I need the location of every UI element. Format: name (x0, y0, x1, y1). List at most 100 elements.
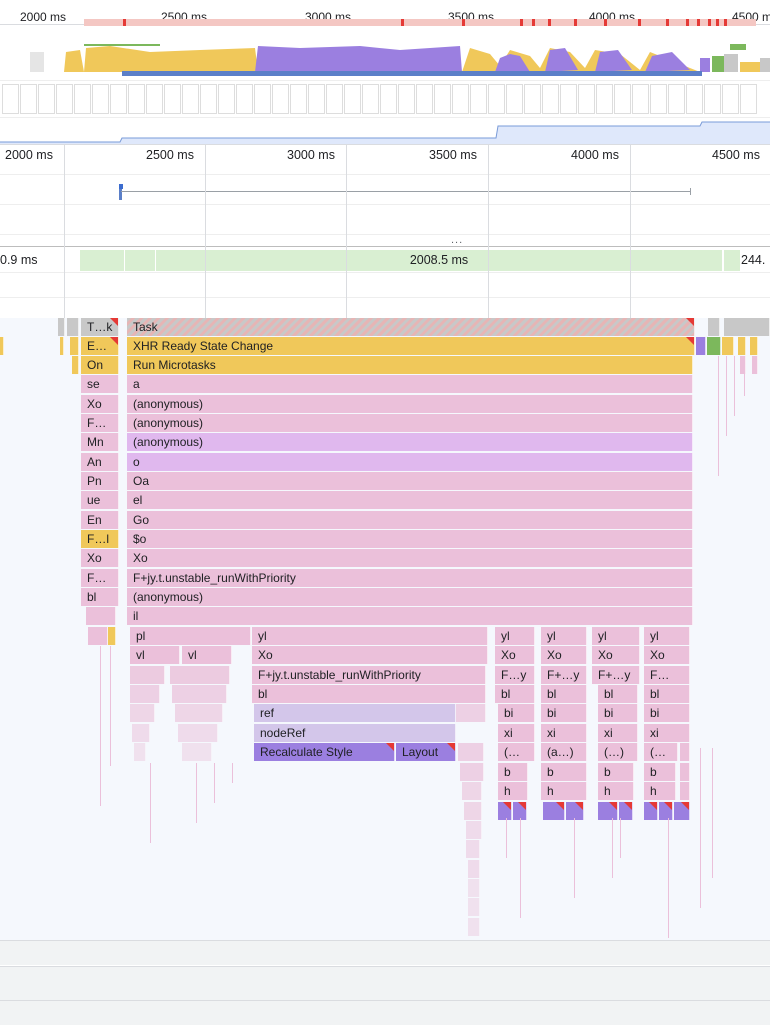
flame-bar[interactable]: F+…y (541, 666, 587, 684)
flame-bar[interactable]: F…l (81, 530, 119, 548)
flame-bar[interactable] (468, 918, 480, 936)
frame-duration[interactable]: 2008.5 ms (156, 250, 722, 271)
flame-bar[interactable] (598, 802, 618, 820)
flame-bar-microtask[interactable]: On (81, 356, 119, 374)
flame-bar[interactable]: (… (644, 743, 678, 761)
flame-bar[interactable] (130, 704, 155, 722)
flame-bar-event[interactable]: E… (81, 337, 119, 355)
flame-bar[interactable]: il (127, 607, 693, 625)
flame-bar[interactable]: se (81, 375, 119, 393)
flame-bar[interactable] (178, 724, 218, 742)
flame-bar[interactable]: bl (81, 588, 119, 606)
flame-bar[interactable]: xi (598, 724, 638, 742)
resize-handle[interactable]: ... (451, 234, 464, 246)
flame-bar[interactable] (456, 704, 486, 722)
flame-bar[interactable] (722, 337, 734, 355)
flame-bar[interactable]: F…y (495, 666, 535, 684)
details-panel[interactable] (0, 966, 770, 1001)
panel-divider[interactable] (0, 246, 770, 247)
flame-bar[interactable]: Xo (81, 395, 119, 413)
flame-bar[interactable] (708, 318, 720, 336)
frames-track[interactable]: 0.9 ms 2008.5 ms 244. (0, 250, 770, 272)
flame-bar-xhr-ready-state-change[interactable]: XHR Ready State Change (127, 337, 695, 355)
flame-bar[interactable] (0, 337, 4, 355)
flame-bar[interactable] (108, 627, 116, 645)
flame-bar[interactable] (466, 821, 482, 839)
flame-bar[interactable]: vl (182, 646, 232, 664)
flame-bar[interactable]: ref (254, 704, 456, 722)
flame-bar-layout[interactable]: Layout (396, 743, 456, 761)
flame-bar[interactable] (58, 318, 65, 336)
flame-bar[interactable] (72, 356, 79, 374)
flame-bar[interactable] (738, 337, 746, 355)
flame-bar[interactable] (458, 743, 484, 761)
flame-bar[interactable] (707, 337, 721, 355)
flame-bar[interactable] (468, 898, 480, 916)
flame-bar[interactable] (460, 763, 484, 781)
flame-bar[interactable]: Mn (81, 433, 119, 451)
flame-bar[interactable]: F+jy.t.unstable_runWithPriority (127, 569, 693, 587)
flame-bar[interactable]: bi (541, 704, 587, 722)
flame-bar[interactable]: An (81, 453, 119, 471)
selection-range-bar[interactable] (122, 72, 702, 76)
flame-bar[interactable] (182, 743, 212, 761)
flame-bar[interactable]: h (598, 782, 634, 800)
flame-bar[interactable] (464, 802, 482, 820)
flame-bar[interactable] (86, 607, 116, 625)
flame-bar[interactable] (750, 337, 758, 355)
flame-bar[interactable]: xi (644, 724, 690, 742)
flame-bar[interactable]: F+jy.t.unstable_runWithPriority (252, 666, 486, 684)
flame-bar[interactable]: F+…y (592, 666, 640, 684)
flame-bar[interactable]: h (644, 782, 676, 800)
flame-bar-recalculate-style[interactable]: Recalculate Style (254, 743, 395, 761)
flame-bar[interactable]: (a…) (541, 743, 587, 761)
flame-bar[interactable] (468, 879, 480, 897)
flame-bar[interactable] (466, 840, 480, 858)
flame-bar[interactable] (696, 337, 706, 355)
flame-bar[interactable]: yl (252, 627, 488, 645)
flame-bar[interactable]: pl (130, 627, 251, 645)
flame-bar[interactable]: Oa (127, 472, 693, 490)
flame-bar[interactable] (680, 782, 690, 800)
flame-bar[interactable] (513, 802, 527, 820)
flame-bar[interactable]: F… (644, 666, 690, 684)
flame-bar[interactable]: (anonymous) (127, 588, 693, 606)
flame-bar[interactable] (468, 860, 480, 878)
flame-bar[interactable]: el (127, 491, 693, 509)
flame-bar[interactable]: bi (644, 704, 690, 722)
flame-bar[interactable] (130, 685, 160, 703)
flame-bar[interactable] (70, 337, 79, 355)
flame-bar[interactable] (680, 743, 690, 761)
flame-bar[interactable] (724, 318, 770, 336)
flame-bar[interactable] (644, 802, 658, 820)
flame-bar[interactable] (60, 337, 64, 355)
frame-block[interactable] (125, 250, 155, 271)
screenshots-strip[interactable] (0, 80, 770, 118)
flame-bar[interactable] (659, 802, 673, 820)
flame-bar[interactable]: yl (495, 627, 535, 645)
frame-duration[interactable]: 0.9 ms (0, 250, 78, 271)
flame-bar[interactable]: o (127, 453, 693, 471)
flame-bar[interactable] (619, 802, 633, 820)
network-track[interactable] (0, 174, 770, 205)
flame-bar[interactable]: F… (81, 569, 119, 587)
flame-bar[interactable]: bl (495, 685, 535, 703)
flame-bar[interactable]: yl (644, 627, 690, 645)
flame-bar[interactable]: bl (644, 685, 690, 703)
cpu-activity-chart[interactable] (0, 44, 770, 72)
flame-bar[interactable] (498, 802, 512, 820)
flame-bar[interactable]: vl (130, 646, 180, 664)
flame-bar[interactable] (566, 802, 584, 820)
flame-bar[interactable]: b (498, 763, 528, 781)
flame-bar[interactable] (132, 724, 150, 742)
flame-bar[interactable] (674, 802, 690, 820)
frame-block[interactable] (724, 250, 740, 271)
flame-bar[interactable]: bi (598, 704, 638, 722)
flame-bar[interactable]: a (127, 375, 693, 393)
flame-bar[interactable]: ue (81, 491, 119, 509)
flame-bar[interactable]: h (541, 782, 587, 800)
flame-bar-task[interactable]: Task (127, 318, 695, 336)
flame-bar[interactable]: (anonymous) (127, 414, 693, 432)
flame-bar[interactable]: b (644, 763, 676, 781)
flame-bar[interactable] (543, 802, 565, 820)
